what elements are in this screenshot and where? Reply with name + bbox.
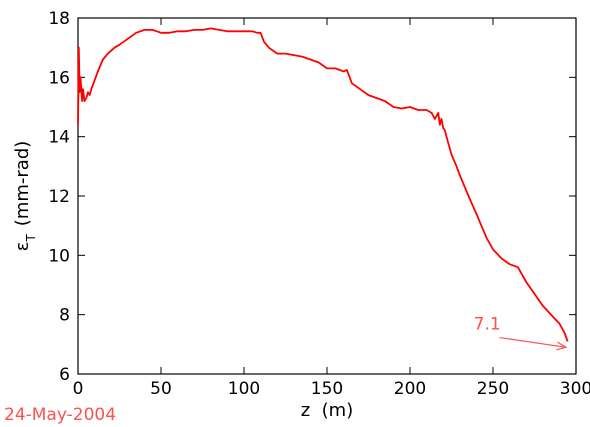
y-axis-label-subscript: T: [24, 234, 38, 243]
x-axis-label: z (m): [301, 400, 353, 421]
y-tick-label: 10: [48, 246, 70, 266]
x-tick-label: 300: [560, 379, 590, 399]
y-axis-label: εT (mm-rad): [12, 141, 38, 252]
x-tick-label: 150: [311, 379, 343, 399]
x-tick-label: 50: [150, 379, 172, 399]
x-tick-label: 200: [394, 379, 426, 399]
annotation-label: 7.1: [474, 315, 501, 335]
y-tick-label: 18: [48, 9, 70, 29]
y-tick-label: 14: [48, 128, 70, 148]
tick-group: 0 50 100 150 200 250 300 6 8 10 12 14 16 18: [48, 9, 590, 399]
y-tick-label: 6: [59, 365, 70, 385]
plot-frame: [77, 17, 577, 375]
x-tick-label: 250: [477, 379, 509, 399]
y-axis-label-unit: (mm-rad): [12, 141, 33, 226]
svg-text:εT(mm-rad): εT (mm-rad): [12, 141, 38, 252]
annotation-arrow-head: [556, 341, 568, 351]
x-tick-label: 0: [73, 379, 84, 399]
y-tick-label: 12: [48, 187, 70, 207]
y-tick-label: 16: [48, 68, 70, 88]
series-line: [77, 27, 569, 342]
y-tick-label: 8: [59, 306, 70, 326]
date-stamp: 24-May-2004: [4, 405, 116, 425]
y-axis-label-main: ε: [12, 242, 33, 252]
annotation-group: 7.1: [474, 315, 568, 351]
annotation-arrow-line: [499, 336, 567, 348]
x-tick-label: 100: [228, 379, 260, 399]
